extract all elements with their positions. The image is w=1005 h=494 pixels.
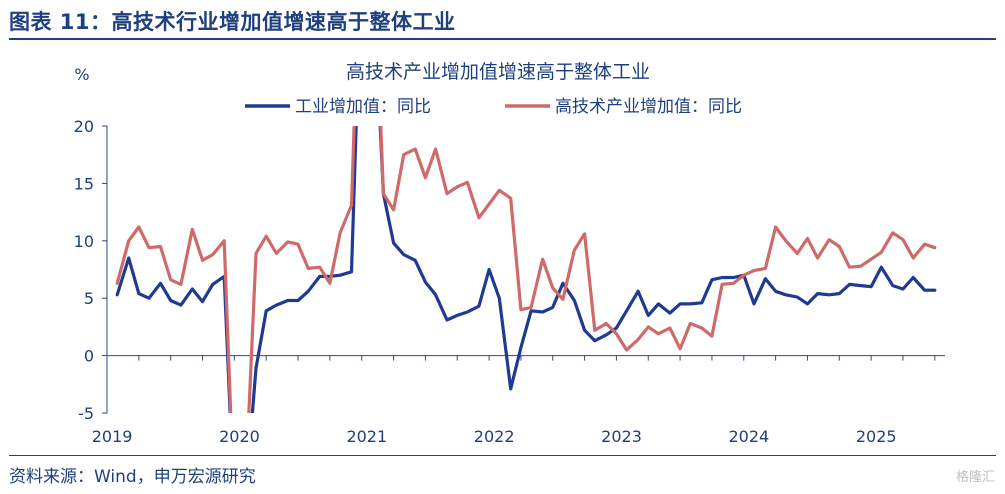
- footer-rule: [9, 455, 996, 456]
- x-tick-label: 2019: [92, 427, 133, 446]
- x-tick-label: 2022: [474, 427, 515, 446]
- x-tick-label: 2025: [856, 427, 897, 446]
- x-tick-label: 2020: [219, 427, 260, 446]
- y-axis-unit: %: [74, 65, 89, 84]
- legend-label: 高技术产业增加值：同比: [555, 97, 742, 117]
- y-tick-label: 5: [84, 289, 94, 308]
- figure-title: 图表 11：高技术行业增加值增速高于整体工业: [9, 10, 456, 34]
- x-tick-label: 2024: [729, 427, 770, 446]
- series-line-hightech: [115, 126, 937, 413]
- y-tick-label: 20: [74, 117, 94, 136]
- series-line-industrial: [115, 126, 937, 413]
- y-tick-label: -5: [78, 404, 94, 423]
- y-tick-label: 15: [74, 174, 94, 193]
- title-rule: [9, 38, 996, 40]
- y-tick-label: 10: [74, 232, 94, 251]
- legend-label: 工业增加值：同比: [295, 97, 431, 117]
- series-layer: [115, 126, 937, 413]
- legend: 工业增加值：同比 高技术产业增加值：同比: [245, 97, 742, 117]
- x-tick-label: 2023: [601, 427, 642, 446]
- x-tick-label: 2021: [346, 427, 387, 446]
- chart-title: 高技术产业增加值增速高于整体工业: [346, 61, 650, 83]
- y-tick-label: 0: [84, 347, 94, 366]
- source-note: 资料来源：Wind，申万宏源研究: [9, 467, 256, 487]
- axes: -5 0 5 10 15 20 2019 2020 2021 2022 2023 2024 2025: [74, 117, 945, 446]
- watermark-logo: 格隆汇: [955, 470, 995, 485]
